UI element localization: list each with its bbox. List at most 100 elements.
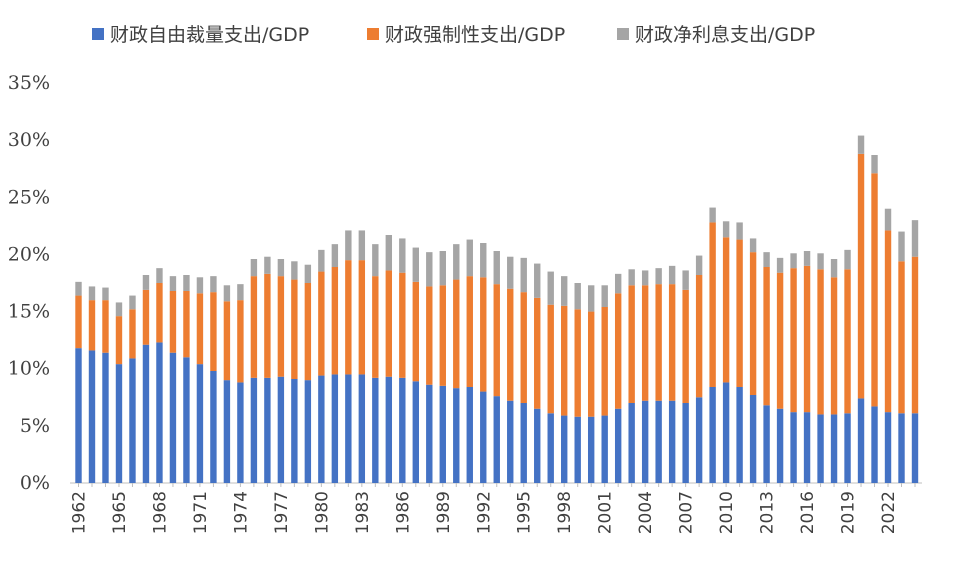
bar-segment-mandatory (453, 279, 460, 389)
bar-segment-net-interest (655, 268, 662, 285)
x-tick-label: 1980 (312, 491, 332, 534)
bar-segment-net-interest (385, 235, 393, 271)
bar-segment-mandatory (318, 271, 325, 376)
bar-segment-mandatory (493, 284, 500, 397)
bar-segment-mandatory (358, 260, 366, 375)
legend-swatch-2 (367, 28, 379, 40)
bar-segment-discretionary (385, 376, 393, 483)
bar-segment-net-interest (898, 231, 905, 262)
y-tick-label: 10% (8, 358, 50, 380)
y-tick-label: 5% (20, 415, 50, 437)
bar-segment-discretionary (871, 406, 878, 483)
y-tick-label: 25% (8, 186, 50, 208)
bar-segment-net-interest (641, 270, 649, 286)
bar-segment-net-interest (736, 222, 743, 240)
bar-segment-mandatory (534, 297, 541, 409)
y-tick-label: 30% (8, 129, 50, 151)
bar-segment-discretionary (466, 387, 473, 483)
bar-segment-discretionary (318, 375, 325, 483)
bar-segment-net-interest (763, 252, 770, 267)
bar-segment-mandatory (601, 307, 608, 416)
bar-segment-mandatory (385, 270, 393, 377)
bar-segment-discretionary (722, 382, 730, 483)
bar-segment-mandatory (749, 252, 757, 395)
bar-segment-discretionary (264, 377, 271, 483)
bar-segment-discretionary (115, 364, 123, 483)
bar-segment-mandatory (480, 277, 487, 392)
bar-segment-net-interest (520, 257, 527, 293)
bar-segment-discretionary (453, 388, 460, 483)
bar-segment-mandatory (803, 265, 811, 413)
bar-segment-mandatory (709, 222, 716, 387)
bar-segment-discretionary (601, 415, 608, 483)
bar-segment-net-interest (682, 270, 689, 290)
x-tick-label: 1992 (474, 491, 494, 534)
bar-segment-discretionary (587, 416, 595, 483)
bar-segment-discretionary (534, 408, 541, 483)
bar-segment-mandatory (817, 269, 824, 415)
bar-segment-mandatory (75, 295, 82, 349)
bar-segment-net-interest (453, 244, 460, 280)
bar-segment-discretionary (682, 403, 689, 483)
bar-segment-discretionary (493, 396, 500, 483)
bar-segment-net-interest (749, 238, 757, 253)
bar-segment-mandatory (223, 301, 231, 381)
bar-segment-mandatory (911, 256, 919, 414)
bar-segment-discretionary (803, 412, 811, 483)
bar-segment-discretionary (709, 387, 716, 483)
bar-segment-net-interest (561, 276, 568, 306)
bar-segment-net-interest (223, 285, 231, 302)
x-tick-label: 1965 (110, 491, 130, 534)
bar-segment-discretionary (668, 400, 676, 483)
x-tick-label: 1995 (515, 491, 535, 534)
bar-segment-discretionary (237, 382, 244, 483)
bar-segment-mandatory (250, 276, 258, 378)
bar-segment-mandatory (587, 311, 595, 417)
bar-segment-mandatory (561, 305, 568, 416)
y-tick-label: 15% (8, 301, 50, 323)
bar-segment-net-interest (668, 265, 676, 285)
bar-segment-discretionary (884, 412, 892, 483)
bar-segment-mandatory (857, 153, 865, 399)
bar-segment-net-interest (331, 244, 339, 267)
bar-segment-discretionary (156, 342, 163, 483)
bar-segment-discretionary (129, 358, 136, 483)
bar-segment-net-interest (790, 253, 797, 269)
legend-swatch-1 (92, 28, 104, 40)
bar-segment-mandatory (736, 239, 743, 387)
bar-segment-mandatory (466, 276, 473, 387)
bar-segment-mandatory (102, 300, 109, 353)
bar-segment-net-interest (628, 269, 635, 286)
bar-segment-mandatory (884, 230, 892, 413)
bar-segment-net-interest (614, 273, 622, 294)
x-tick-label: 1971 (191, 491, 211, 534)
bar-segment-mandatory (372, 276, 379, 378)
bar-segment-discretionary (88, 350, 96, 483)
bar-segment-discretionary (614, 408, 622, 483)
bar-segment-net-interest (75, 281, 82, 296)
bar-segment-mandatory (237, 300, 244, 383)
bar-segment-discretionary (776, 408, 784, 483)
bar-segment-mandatory (655, 284, 662, 401)
x-tick-label: 1983 (353, 491, 373, 534)
bar-segment-discretionary (331, 374, 339, 483)
bar-segment-discretionary (183, 357, 190, 483)
x-tick-label: 2019 (839, 491, 859, 534)
bar-segment-net-interest (250, 259, 258, 277)
bar-segment-net-interest (264, 256, 271, 274)
bar-segment-mandatory (210, 292, 217, 371)
bar-segment-net-interest (169, 276, 177, 291)
bar-segment-mandatory (169, 291, 177, 353)
x-tick-label: 1974 (231, 491, 251, 534)
bar-segment-mandatory (628, 285, 635, 403)
bar-segment-net-interest (911, 220, 919, 257)
bar-segment-discretionary (277, 376, 285, 483)
bar-segment-mandatory (183, 291, 190, 358)
bar-segment-net-interest (129, 295, 136, 310)
bar-segment-mandatory (264, 273, 271, 378)
bar-segment-net-interest (776, 257, 784, 273)
bar-segment-discretionary (898, 413, 905, 483)
bar-segment-discretionary (439, 385, 446, 483)
bar-segment-net-interest (574, 283, 581, 310)
